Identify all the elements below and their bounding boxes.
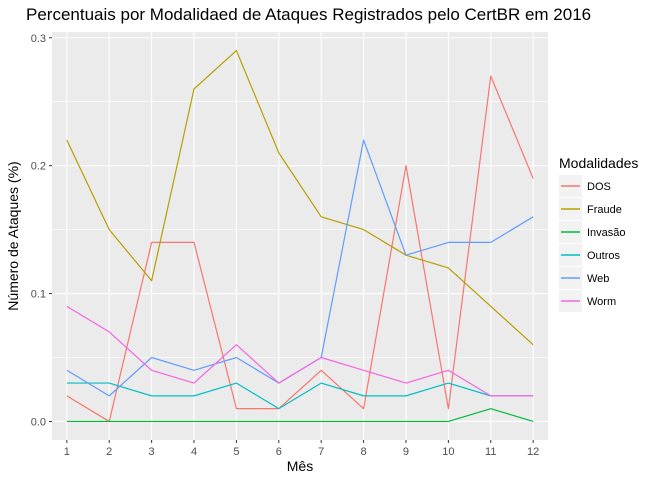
series-line-worm xyxy=(66,305,534,397)
legend-label: Fraude xyxy=(587,204,622,216)
x-tick-label: 6 xyxy=(276,446,282,458)
x-tick-label: 3 xyxy=(149,446,155,458)
series-line-invas-o xyxy=(66,408,534,423)
x-tick-label: 9 xyxy=(403,446,409,458)
major-gridlines xyxy=(52,32,548,440)
x-axis-title: Mês xyxy=(287,458,313,474)
legend-label: Outros xyxy=(587,250,621,262)
x-tick-label: 7 xyxy=(318,446,324,458)
x-tick-label: 5 xyxy=(233,446,239,458)
series-line-fraude xyxy=(66,49,534,346)
minor-gridlines xyxy=(52,101,548,358)
y-tick-label: 0.2 xyxy=(31,161,46,173)
x-axis: 1 2 3 4 5 6 7 8 9 10 11 12 xyxy=(64,440,539,458)
x-tick-label: 8 xyxy=(361,446,367,458)
legend-label: DOS xyxy=(587,181,611,193)
series-lines xyxy=(66,49,534,423)
y-axis-title: Número de Ataques (%) xyxy=(5,161,21,310)
legend-label: Worm xyxy=(587,296,616,308)
legend-items: DOS Fraude Invasão Outros Web Worm xyxy=(559,175,626,312)
x-tick-label: 2 xyxy=(106,446,112,458)
y-tick-label: 0.1 xyxy=(31,289,46,301)
x-tick-label: 10 xyxy=(442,446,454,458)
x-tick-label: 1 xyxy=(64,446,70,458)
y-axis: 0.0 0.1 0.2 0.3 xyxy=(31,33,52,428)
chart-title: Percentuais por Modalidaed de Ataques Re… xyxy=(26,5,591,24)
y-tick-label: 0.0 xyxy=(31,416,46,428)
legend-label: Invasão xyxy=(587,227,626,239)
legend: Modalidades DOS Fraude Invasão Outros Web Wor… xyxy=(559,155,638,312)
x-tick-label: 11 xyxy=(485,446,496,458)
series-line-outros xyxy=(66,382,534,410)
legend-label: Web xyxy=(587,273,609,285)
plot-panel xyxy=(52,32,548,440)
y-tick-label: 0.3 xyxy=(31,33,46,45)
legend-title: Modalidades xyxy=(559,155,638,171)
x-tick-label: 12 xyxy=(527,446,539,458)
x-tick-label: 4 xyxy=(191,446,197,458)
